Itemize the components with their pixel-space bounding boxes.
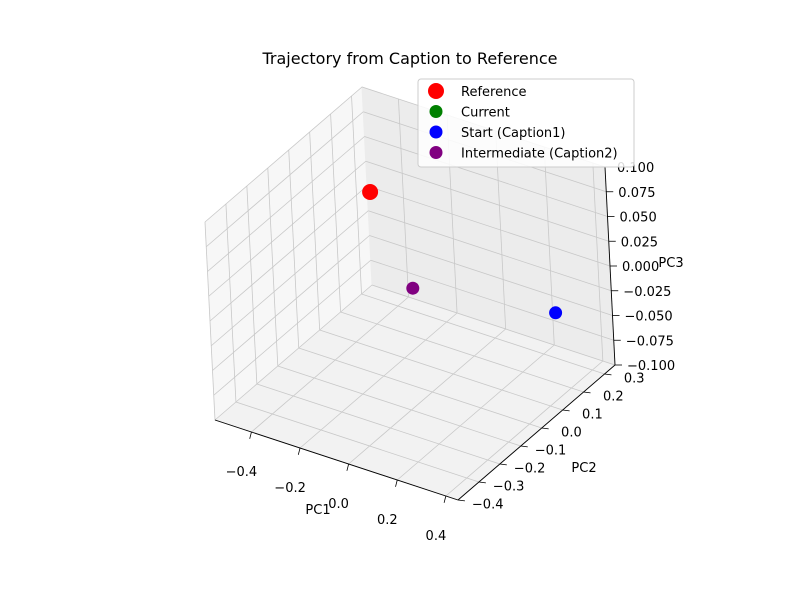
legend-label: Current (461, 106, 510, 121)
grid-line-z (214, 284, 373, 421)
grid-line-y (298, 347, 542, 429)
grid-line-x (445, 360, 604, 497)
y-tick-label: 0.0 (561, 426, 582, 441)
grid-line-x (348, 328, 506, 465)
z-tick-label: 0.075 (618, 186, 655, 201)
grid-line-z (207, 136, 365, 272)
x-tick-label: 0.2 (377, 513, 398, 528)
point-intermediate-caption2 (406, 281, 420, 295)
x-tick-label: 0.0 (328, 497, 349, 512)
y-tick-mark (457, 499, 465, 502)
x-tick-label: −0.4 (226, 465, 258, 480)
grid-line-x (251, 296, 409, 433)
grid-line-z (369, 235, 613, 316)
y-tick-mark (541, 427, 549, 430)
z-tick-label: 0.000 (622, 260, 659, 275)
x-tick-mark (346, 463, 350, 471)
y-tick-label: −0.3 (493, 480, 525, 495)
legend-marker (429, 146, 443, 159)
legend-marker (428, 83, 444, 99)
y-tick-label: 0.3 (624, 372, 645, 387)
legend-marker (429, 125, 443, 139)
z-tick-label: −0.100 (627, 359, 675, 374)
legend: Reference Current Start (Caption1) Intermed… (417, 78, 635, 168)
grid-line-z (209, 185, 368, 322)
x-axis-line (214, 419, 459, 501)
grid-line-z (365, 160, 609, 242)
z-tick-label: −0.025 (623, 285, 671, 300)
y-axis-line (457, 364, 616, 501)
grid-line-z (368, 210, 612, 292)
grid-line-z (212, 235, 370, 371)
grid-line-z (213, 259, 372, 396)
x-tick-mark (249, 431, 252, 439)
grid-line-x (396, 344, 555, 481)
chart-title: Trajectory from Caption to Reference (262, 49, 558, 68)
z-tick-label: 0.025 (621, 235, 658, 250)
y-tick-mark (520, 445, 528, 448)
grid-line-z (208, 160, 367, 297)
legend-marker (429, 105, 443, 118)
y-tick-mark (583, 391, 591, 394)
x-tick-mark (443, 495, 447, 503)
x-tick-mark (395, 479, 398, 487)
grid-line-z (204, 86, 363, 223)
grid-line-y (361, 293, 605, 375)
z-axis-label: PC3 (658, 256, 683, 271)
y-tick-mark (478, 481, 486, 484)
grid-line-z (205, 111, 364, 248)
y-axis-label: PC2 (571, 461, 596, 476)
grid-line-y (319, 329, 563, 411)
data-points (362, 184, 563, 320)
x-tick-label: −0.2 (274, 481, 306, 496)
y-tick-label: −0.4 (472, 498, 504, 513)
y-tick-label: 0.1 (582, 408, 603, 423)
legend-label: Intermediate (Caption2) (461, 147, 618, 162)
z-tick-label: −0.075 (626, 334, 674, 349)
grid-line-x (299, 312, 458, 449)
y-tick-label: −0.1 (535, 444, 567, 459)
grid-line-z (210, 210, 369, 347)
legend-frame (417, 78, 635, 168)
y-tick-mark (604, 373, 612, 376)
grid-line-z (366, 185, 611, 267)
x-axis-label: PC1 (305, 503, 330, 518)
point-reference (362, 184, 379, 200)
y-tick-label: −0.2 (514, 462, 546, 477)
point-start-caption1 (549, 306, 563, 320)
grid-line-y (256, 383, 500, 465)
y-tick-mark (499, 463, 507, 466)
grid-line-z (371, 284, 616, 366)
y-tick-label: 0.2 (603, 390, 624, 405)
z-tick-label: −0.050 (625, 310, 673, 325)
legend-label: Reference (461, 85, 526, 100)
grid-line-z (370, 259, 614, 341)
grid-line-y (277, 365, 521, 447)
legend-label: Start (Caption1) (461, 126, 566, 141)
x-axis-ticks: −0.4 −0.2 0.0 0.2 0.4 (226, 431, 447, 544)
x-tick-mark (297, 447, 301, 455)
grid-line-y (235, 401, 480, 483)
grid-line-y (340, 311, 584, 393)
y-axis-ticks: −0.4 −0.3 −0.2 −0.1 0.00.10.20.3 (457, 372, 645, 513)
x-tick-label: 0.4 (426, 529, 447, 544)
z-tick-label: 0.050 (620, 211, 657, 226)
y-tick-mark (562, 409, 570, 412)
grid-line-z (364, 136, 608, 217)
